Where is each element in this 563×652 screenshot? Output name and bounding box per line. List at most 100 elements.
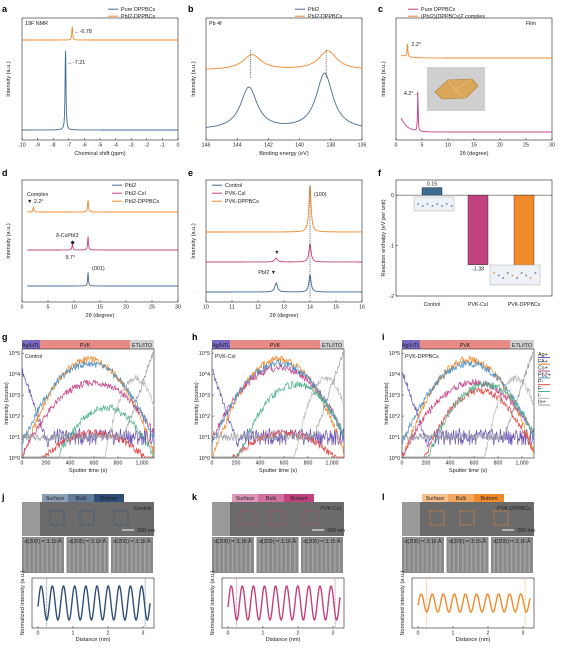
panel-i-series-Csplus — [401, 378, 535, 457]
panel-l-x-tick-label: 2 — [487, 631, 490, 637]
panel-label-g: g — [2, 332, 8, 342]
panel-e-x-tick-label: 13 — [281, 305, 287, 311]
panel-c-x-tick-label: 0 — [395, 143, 398, 149]
panel-a-frame — [21, 17, 179, 141]
panel-c-legend-pure: Pure DPPBCs — [421, 7, 455, 13]
panel-b-frame — [205, 17, 363, 141]
panel-f-atom — [502, 277, 505, 279]
panel-c-line-complex — [401, 42, 552, 59]
panel-e-ylabel: Intensity (a.u.) — [191, 223, 197, 259]
panel-b-legend-pbi2: PbI2 — [308, 7, 319, 13]
panel-l-region-tab-2 — [474, 494, 504, 502]
panel-i-band-etl — [510, 340, 534, 349]
panel-j-x-tick-label: 0 — [37, 631, 40, 637]
panel-l-region-label-1: Bulk — [456, 496, 467, 502]
panel-i-band-pvk — [420, 340, 510, 349]
panel-g-series-Pb2plus — [21, 360, 155, 446]
panel-k-profile-frame — [221, 577, 345, 629]
panel-g-series-Iminus — [22, 375, 155, 458]
panel-j-region-tab-1 — [68, 494, 94, 502]
depth-legend-3: Pb2+ — [538, 372, 551, 378]
panel-b-x-tick-label: 136 — [358, 143, 367, 149]
panel-c-inset-label: Film — [526, 21, 537, 27]
panel-g-ytick-label: 10^2 — [9, 414, 20, 420]
panel-e-ann-pbi2: PbI2 ▼ — [258, 270, 276, 276]
panel-g-x-tick-label: 600 — [90, 461, 99, 467]
panel-l-region-tab-0 — [422, 494, 448, 502]
panel-e-legend-dp: PVK-DPPBCs — [225, 199, 259, 205]
panel-c-crystal-facets — [447, 78, 473, 99]
panel-k-roi-2 — [303, 510, 319, 526]
panel-g-x-tick-label: 800 — [114, 461, 123, 467]
panel-e-line-dppbcs — [206, 186, 362, 233]
panel-l-roi-0 — [429, 510, 445, 526]
panel-d-x-tick-label: 20 — [123, 305, 129, 311]
panel-i-x-tick-label: 400 — [446, 461, 455, 467]
panel-b-line-dppbcs — [205, 50, 363, 70]
panel-e-x-tick-label: 11 — [229, 305, 234, 311]
panel-l-roi-2 — [493, 510, 509, 526]
panel-d-x-tick-label: 30 — [175, 305, 181, 311]
panel-i-ytick-label: 10^0 — [389, 456, 400, 462]
panel-f-atom — [450, 205, 453, 207]
panel-h-band-pvk — [230, 340, 320, 349]
panel-c-xlabel: 2θ (degree) — [460, 151, 489, 157]
panel-k-region-tab-1 — [258, 494, 284, 502]
panel-j-region-label-1: Bulk — [76, 496, 87, 502]
panel-k-x-tick-label: 3 — [332, 631, 335, 637]
panel-h-ytick-label: 10^3 — [199, 393, 210, 399]
panel-h-xlabel: Sputter time (s) — [259, 468, 297, 474]
panel-i-band-label-pvk: PVK — [460, 343, 471, 349]
panel-i-x-tick-label: 0 — [401, 461, 404, 467]
panel-h-x-tick-label: 200 — [232, 461, 241, 467]
panel-d-x-tick-label: 15 — [97, 305, 103, 311]
depth-legend-2: Cs+ — [538, 366, 548, 372]
panel-h-x-tick-label: 400 — [256, 461, 265, 467]
panel-c-x-tick-label: 15 — [471, 143, 477, 149]
panel-k-sample-label: PVK-CsI — [320, 506, 341, 512]
panel-h-series-Pminus — [212, 429, 344, 458]
panel-c-x-tick-label: 5 — [421, 143, 424, 149]
panel-b-x-tick-label: 142 — [264, 143, 273, 149]
panel-k-roi-0 — [239, 510, 255, 526]
panel-f-structure-control — [413, 196, 455, 212]
panel-g-ylabel: Intensity (counts) — [4, 382, 10, 425]
panel-f-atom — [511, 274, 514, 277]
panel-c-peak-label-top: 2.2° — [411, 42, 421, 48]
panel-g-ytick-label: 10^1 — [9, 435, 20, 441]
panel-i-ytick-label: 10^4 — [389, 372, 400, 378]
panel-g-band-ag — [22, 340, 40, 349]
panel-f-atom — [516, 277, 518, 279]
panel-k-x-tick-label: 2 — [297, 631, 300, 637]
panel-l-d-spacing-2: d(200) = 3.16 Å — [493, 538, 531, 545]
panel-h-series-Fminus — [212, 380, 345, 458]
panel-e-line-control — [206, 274, 362, 293]
panel-a-x-tick-label: -10 — [18, 143, 26, 149]
panel-j-ylabel: Normalized intensity (a.u.) — [20, 570, 26, 635]
panel-f-atom — [417, 203, 419, 205]
panel-j-d-spacing-1: d(200) = 3.18 Å — [69, 538, 107, 545]
panel-e-legend-csi: PVK-CsI — [225, 191, 246, 197]
panel-k-d-spacing-0: d(200) = 3.18 Å — [214, 538, 252, 545]
panel-d-ann-complex: Complex — [27, 192, 49, 198]
panel-d-line-pbi2 — [27, 272, 178, 287]
panel-i-band-ag — [402, 340, 420, 349]
panel-g-frame — [21, 348, 155, 459]
panel-i-x-tick-label: 600 — [470, 461, 479, 467]
panel-f-atom — [445, 203, 448, 205]
panel-a-ylabel: Intensity (a.u.) — [6, 61, 12, 97]
panel-h-band-label-ag: Ag/HTL — [212, 343, 230, 349]
panel-b-x-tick-label: 138 — [326, 143, 335, 149]
panel-g-ytick-label: 10^3 — [9, 393, 20, 399]
panel-d-ann-csbpi3: δ-CsPbI3 — [56, 233, 78, 239]
panel-k-ylabel: Normalized intensity (a.u.) — [210, 570, 216, 635]
panel-e-line-csi — [206, 243, 362, 263]
panel-h-band-label-etl: ETL/ITO — [322, 343, 342, 349]
depth-legend-4: P- — [538, 379, 544, 385]
panel-h-ytick-label: 10^5 — [199, 351, 210, 357]
panel-g-band-etl — [130, 340, 154, 349]
panel-label-a: a — [2, 4, 8, 14]
panel-i-x-tick-label: 200 — [422, 461, 431, 467]
panel-b-inset-label: Pb 4f — [209, 21, 222, 27]
